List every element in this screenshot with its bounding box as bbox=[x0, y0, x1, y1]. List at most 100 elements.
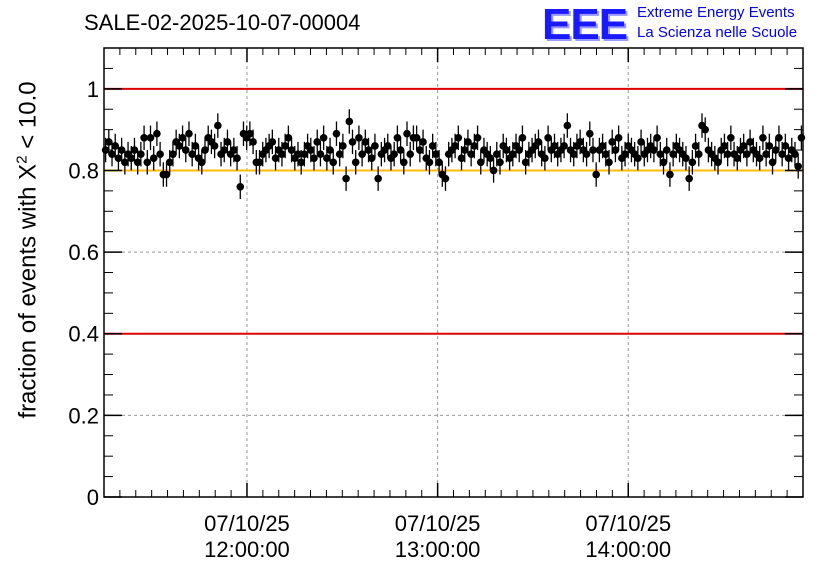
data-point bbox=[464, 138, 472, 146]
data-point bbox=[582, 150, 591, 158]
data-point bbox=[694, 150, 703, 158]
data-point bbox=[739, 142, 748, 150]
data-point bbox=[371, 142, 379, 150]
data-point bbox=[515, 146, 524, 154]
data-point bbox=[489, 166, 498, 175]
data-point bbox=[656, 150, 665, 158]
logo-line1: Extreme Energy Events bbox=[637, 4, 795, 21]
data-point bbox=[117, 146, 126, 154]
data-point bbox=[121, 158, 129, 167]
data-point bbox=[614, 134, 623, 142]
data-point bbox=[149, 154, 158, 163]
data-point bbox=[502, 146, 511, 154]
data-point bbox=[682, 154, 690, 163]
data-point bbox=[175, 142, 184, 150]
data-point bbox=[271, 154, 280, 163]
data-point bbox=[541, 154, 549, 163]
data-point bbox=[585, 129, 594, 138]
data-point bbox=[720, 142, 729, 150]
data-point bbox=[470, 142, 479, 150]
data-point bbox=[278, 150, 286, 158]
data-point bbox=[768, 158, 777, 167]
data-point bbox=[669, 150, 677, 158]
data-point bbox=[255, 158, 264, 167]
x-tick-label-time: 12:00:00 bbox=[204, 537, 290, 562]
data-point bbox=[451, 142, 459, 150]
data-point bbox=[361, 138, 370, 146]
data-point bbox=[509, 150, 517, 158]
data-point bbox=[146, 134, 155, 142]
data-point bbox=[419, 138, 427, 146]
data-point bbox=[457, 154, 466, 163]
axis-ticks bbox=[103, 47, 804, 498]
data-point bbox=[797, 134, 806, 142]
data-point bbox=[714, 158, 722, 167]
data-point bbox=[534, 138, 543, 146]
data-point bbox=[611, 146, 620, 154]
data-point bbox=[653, 134, 661, 142]
plot-frame bbox=[103, 47, 804, 498]
data-point bbox=[169, 150, 177, 158]
data-point bbox=[111, 142, 120, 150]
data-point bbox=[759, 134, 767, 142]
x-tick-label-date: 07/10/25 bbox=[395, 511, 481, 536]
data-point bbox=[441, 174, 450, 183]
data-point bbox=[775, 134, 783, 142]
data-point bbox=[666, 170, 674, 179]
data-point bbox=[778, 150, 786, 158]
data-point bbox=[492, 150, 501, 158]
data-point bbox=[153, 129, 161, 138]
data-point bbox=[518, 134, 527, 142]
data-point bbox=[178, 134, 187, 142]
data-point bbox=[598, 142, 607, 150]
data-point bbox=[454, 134, 463, 142]
data-point bbox=[435, 158, 443, 167]
data-point bbox=[602, 150, 610, 158]
data-point bbox=[220, 146, 229, 154]
data-point bbox=[326, 146, 334, 154]
data-point bbox=[496, 158, 504, 167]
data-point bbox=[781, 142, 790, 150]
data-point bbox=[634, 154, 642, 163]
data-point bbox=[425, 158, 434, 167]
y-tick-label: 0 bbox=[87, 485, 99, 510]
data-point bbox=[400, 158, 408, 167]
data-point bbox=[185, 129, 193, 138]
y-axis-label-sup: 2 bbox=[13, 155, 31, 164]
data-point bbox=[383, 142, 392, 150]
data-point bbox=[130, 146, 139, 154]
data-point bbox=[105, 138, 113, 146]
data-point bbox=[416, 146, 424, 154]
data-series bbox=[101, 109, 806, 200]
data-point bbox=[108, 150, 116, 158]
data-point bbox=[743, 150, 751, 158]
data-point bbox=[300, 150, 309, 158]
data-point bbox=[281, 142, 289, 150]
data-point bbox=[637, 138, 645, 146]
data-point bbox=[297, 158, 305, 167]
data-point bbox=[223, 138, 232, 146]
data-point bbox=[685, 174, 693, 183]
data-point bbox=[191, 142, 200, 150]
data-point bbox=[367, 154, 376, 163]
data-point bbox=[374, 174, 382, 183]
data-point bbox=[316, 150, 325, 158]
data-point bbox=[335, 150, 344, 158]
data-point bbox=[332, 129, 341, 138]
data-point bbox=[688, 158, 697, 167]
data-point bbox=[701, 125, 710, 134]
data-point bbox=[560, 142, 568, 150]
data-point bbox=[662, 146, 671, 154]
data-point bbox=[313, 138, 322, 146]
data-point bbox=[403, 129, 411, 138]
data-point bbox=[230, 146, 238, 154]
data-point bbox=[544, 134, 552, 142]
data-point bbox=[650, 146, 658, 154]
y-axis-label: fraction of events with X2 < 10.0 bbox=[14, 81, 43, 418]
data-point bbox=[659, 158, 668, 167]
data-point bbox=[784, 154, 793, 163]
data-point bbox=[723, 150, 732, 158]
y-axis-label-prefix: fraction of events with X bbox=[14, 163, 42, 419]
y-tick-label: 0.6 bbox=[68, 240, 99, 265]
